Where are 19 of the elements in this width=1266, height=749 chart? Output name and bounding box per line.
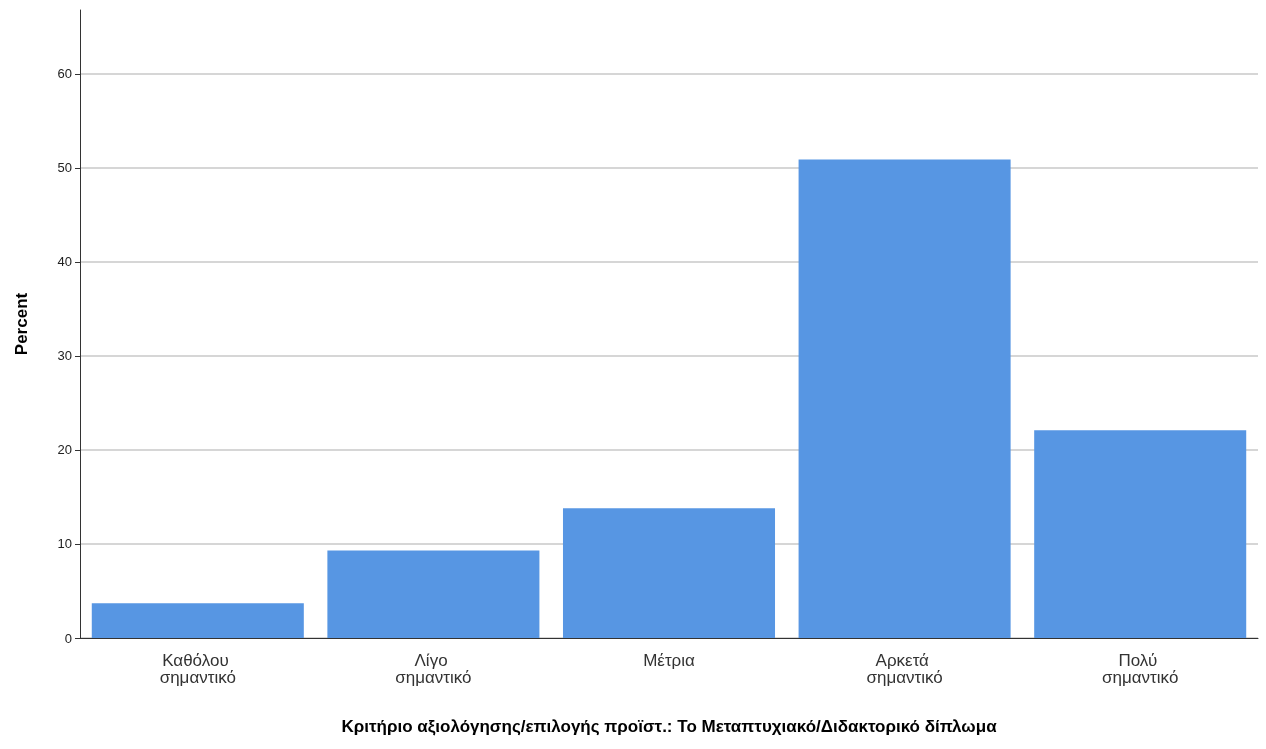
y-tick-label: 0	[64, 630, 72, 646]
x-tick-label: Λίγο σημαντικό	[395, 651, 472, 687]
x-tick-label: Μέτρια	[643, 651, 696, 670]
y-tick-label: 60	[57, 66, 72, 82]
y-tick-label: 40	[57, 254, 72, 270]
x-axis-title: Κριτήριο αξιολόγησης/επιλογής προϊστ.: Το Μεταπτυχιακό/Διδακτορικό δίπλωμα	[341, 717, 998, 736]
bar	[1034, 430, 1247, 638]
y-tick-label: 10	[57, 536, 72, 552]
y-tick-label: 50	[57, 160, 72, 176]
bar	[91, 603, 304, 638]
y-tick-label: 30	[57, 348, 72, 364]
bar	[562, 508, 776, 638]
x-tick-label: Πολύ σημαντικό	[1102, 651, 1179, 687]
bar	[798, 159, 1011, 638]
x-tick-label: Καθόλου σημαντικό	[159, 651, 236, 687]
bar	[327, 550, 540, 638]
y-axis-title: Percent	[12, 292, 31, 356]
x-tick-label: Αρκετά σημαντικό	[866, 651, 943, 687]
y-tick-label: 20	[57, 442, 72, 458]
